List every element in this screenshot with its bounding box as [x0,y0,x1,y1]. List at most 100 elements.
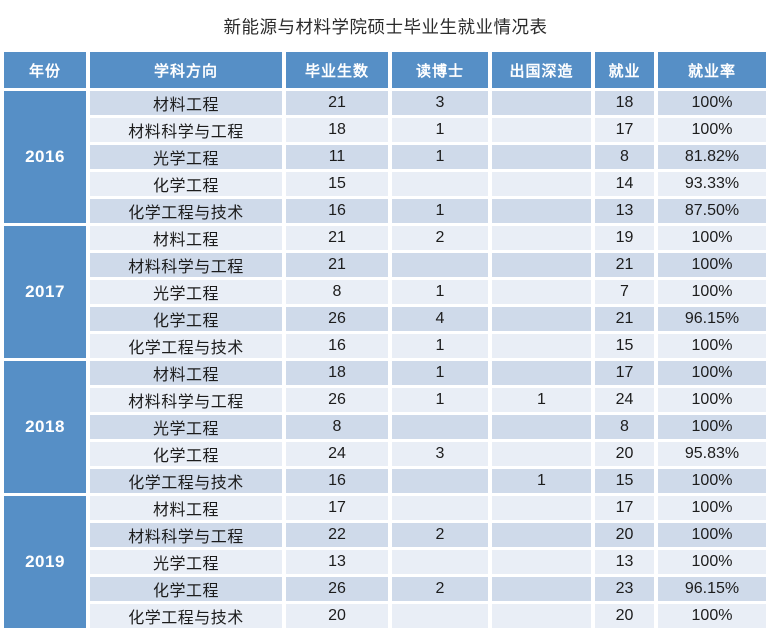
value-cell: 96.15% [658,307,766,331]
value-cell: 1 [392,334,488,358]
value-cell: 1 [492,469,591,493]
value-cell: 4 [392,307,488,331]
subject-cell: 材料工程 [90,361,282,385]
value-cell: 100% [658,496,766,520]
subject-cell: 化学工程 [90,577,282,601]
value-cell: 20 [595,523,654,547]
table-row: 2018 材料工程 18 1 17 100% [4,361,766,493]
value-cell: 100% [658,118,766,142]
value-cell: 21 [595,307,654,331]
value-cell [392,604,488,628]
value-cell: 93.33% [658,172,766,196]
value-cell: 3 [392,442,488,466]
value-cell: 100% [658,550,766,574]
value-cell: 100% [658,280,766,304]
subject-cell: 化学工程与技术 [90,604,282,628]
header-row: 年份 学科方向 毕业生数 读博士 出国深造 就业 就业率 [4,52,766,88]
value-cell: 100% [658,604,766,628]
value-cell: 20 [595,442,654,466]
value-cell [492,577,591,601]
value-cell: 1 [392,361,488,385]
value-cell: 2 [392,226,488,250]
value-cell: 18 [286,118,388,142]
value-cell: 17 [595,496,654,520]
year-cell: 2019 [4,496,86,628]
value-cell: 1 [492,388,591,412]
value-cell: 21 [286,226,388,250]
value-cell [492,415,591,439]
value-cell: 81.82% [658,145,766,169]
value-cell: 18 [286,361,388,385]
value-cell: 8 [286,415,388,439]
value-cell: 100% [658,253,766,277]
table-row: 化学工程与技术 16 1 13 87.50% [4,199,766,223]
subject-cell: 材料科学与工程 [90,388,282,412]
value-cell: 16 [286,199,388,223]
value-cell: 19 [595,226,654,250]
value-cell: 96.15% [658,577,766,601]
value-cell: 26 [286,307,388,331]
value-cell: 21 [286,253,388,277]
value-cell [492,253,591,277]
value-cell [492,604,591,628]
value-cell [492,496,591,520]
table-row: 化学工程 26 4 21 96.15% [4,307,766,331]
value-cell: 21 [286,91,388,115]
value-cell [492,361,591,385]
value-cell: 1 [392,145,488,169]
value-cell [392,469,488,493]
value-cell: 1 [392,118,488,142]
value-cell: 2 [392,577,488,601]
value-cell: 16 [286,469,388,493]
value-cell [392,253,488,277]
value-cell [492,442,591,466]
value-cell: 87.50% [658,199,766,223]
table-row: 化学工程与技术 16 1 15 100% [4,334,766,358]
column-header-abroad: 出国深造 [492,52,591,88]
table-row: 光学工程 13 13 100% [4,550,766,574]
year-cell: 2017 [4,226,86,358]
subject-cell: 材料科学与工程 [90,523,282,547]
table-row: 光学工程 8 8 100% [4,415,766,439]
value-cell [492,523,591,547]
table-row: 2019 材料工程 17 17 100% [4,496,766,628]
value-cell: 13 [286,550,388,574]
value-cell: 17 [286,496,388,520]
table-row: 材料科学与工程 22 2 20 100% [4,523,766,547]
value-cell: 20 [595,604,654,628]
value-cell: 100% [658,523,766,547]
value-cell: 2 [392,523,488,547]
subject-cell: 光学工程 [90,415,282,439]
table-row: 材料科学与工程 26 1 1 24 100% [4,388,766,412]
subject-cell: 化学工程与技术 [90,199,282,223]
value-cell: 15 [286,172,388,196]
subject-cell: 化学工程与技术 [90,334,282,358]
value-cell: 100% [658,415,766,439]
value-cell [492,280,591,304]
value-cell: 8 [595,145,654,169]
value-cell: 22 [286,523,388,547]
value-cell: 100% [658,91,766,115]
page-title: 新能源与材料学院硕士毕业生就业情况表 [223,17,548,37]
value-cell: 8 [286,280,388,304]
column-header-discipline: 学科方向 [90,52,282,88]
subject-cell: 化学工程 [90,307,282,331]
table-row: 材料科学与工程 18 1 17 100% [4,118,766,142]
value-cell: 26 [286,577,388,601]
subject-cell: 材料工程 [90,91,282,115]
subject-cell: 化学工程 [90,172,282,196]
value-cell [392,496,488,520]
value-cell: 26 [286,388,388,412]
value-cell: 1 [392,388,488,412]
table-row: 2017 材料工程 21 2 19 100% [4,226,766,358]
table-row: 化学工程与技术 16 1 15 100% [4,469,766,493]
subject-cell: 化学工程 [90,442,282,466]
table-row: 光学工程 8 1 7 100% [4,280,766,304]
value-cell [492,334,591,358]
year-cell: 2016 [4,91,86,223]
value-cell: 100% [658,334,766,358]
value-cell [492,307,591,331]
value-cell: 7 [595,280,654,304]
value-cell: 95.83% [658,442,766,466]
value-cell [492,145,591,169]
